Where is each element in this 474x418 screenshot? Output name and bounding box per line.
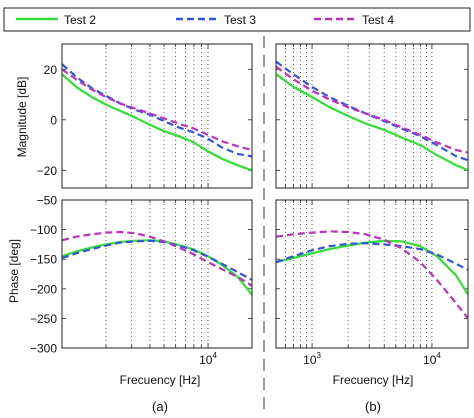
legend-label-test-3: Test 3 [224, 13, 256, 27]
plot-frame [61, 199, 253, 349]
plot-a-phase: −50 −100 −150 −200 −250 −300 104 [30, 194, 253, 367]
series-line-test-3 [62, 63, 252, 158]
legend-label-test-2: Test 2 [64, 13, 96, 27]
legend-box [3, 7, 471, 32]
xlabel-panel-b: Frecuency [Hz] [333, 373, 414, 387]
y-tick-label: −20 [37, 164, 58, 178]
caption-panel-b: (b) [365, 399, 381, 414]
ylabel-magnitude: Magnitude [dB] [15, 77, 29, 158]
plot-frame [275, 199, 469, 349]
plot-frame [61, 43, 253, 189]
plot-frame [275, 43, 469, 189]
y-tick-label: −250 [30, 312, 57, 326]
legend: Test 2 Test 3 Test 4 [3, 7, 471, 32]
plot-a-magnitude: 20 0 −20 [37, 43, 253, 189]
series-line-test-3 [276, 242, 468, 271]
series-line-test-4 [276, 230, 468, 320]
plot-b-magnitude [275, 43, 469, 189]
series-line-test-3 [62, 239, 252, 281]
y-tick-label: 0 [50, 113, 57, 127]
plot-b-phase: 103 104 [275, 199, 469, 367]
y-tick-label: −300 [30, 342, 57, 356]
series-line-test-2 [62, 73, 252, 172]
x-tick-label: 104 [423, 351, 441, 367]
y-tick-label: −150 [30, 253, 57, 267]
y-tick-label: 20 [44, 63, 58, 77]
y-tick-label: −100 [30, 223, 57, 237]
series-line-test-2 [276, 239, 468, 296]
x-tick-label: 103 [303, 351, 321, 367]
legend-label-test-4: Test 4 [362, 13, 394, 27]
x-tick-label: 104 [199, 351, 217, 367]
plot-area-a-phase [62, 200, 252, 348]
ylabel-phase: Phase [deg] [7, 239, 21, 303]
y-tick-label: −50 [37, 194, 58, 208]
plot-area-b-phase [276, 200, 468, 348]
caption-panel-a: (a) [152, 399, 168, 414]
series-line-test-4 [62, 68, 252, 152]
series-line-test-2 [62, 239, 252, 296]
xlabel-panel-a: Frecuency [Hz] [120, 373, 201, 387]
y-tick-label: −200 [30, 282, 57, 296]
series-line-test-4 [276, 65, 468, 154]
plot-area-a-magnitude [62, 44, 252, 188]
series-line-test-2 [276, 73, 468, 172]
series-line-test-4 [62, 230, 252, 287]
